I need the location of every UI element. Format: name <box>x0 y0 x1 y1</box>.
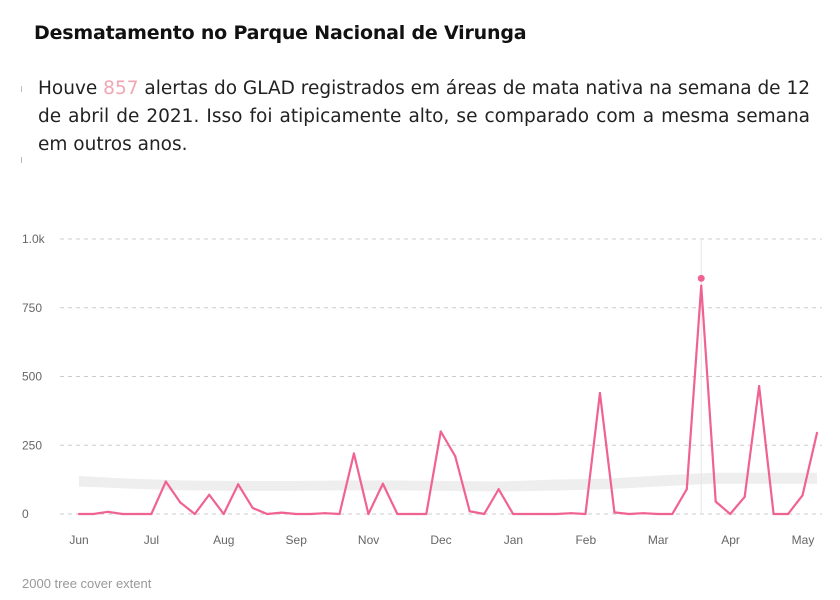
left-rule-mark <box>21 86 22 92</box>
summary-suffix: alertas do GLAD registrados em áreas de … <box>38 78 810 155</box>
data-point <box>135 512 138 516</box>
data-point <box>381 482 384 485</box>
data-point <box>150 512 153 516</box>
data-point <box>425 512 428 516</box>
data-point <box>77 512 81 516</box>
x-tick-label: Dec <box>430 533 451 547</box>
data-point <box>642 512 645 515</box>
x-tick-label: Apr <box>721 533 740 547</box>
data-point <box>92 512 95 516</box>
weekly-alerts-line <box>79 284 819 516</box>
data-point <box>323 512 327 515</box>
data-point <box>121 512 124 516</box>
tree-cover-extent-note: 2000 tree cover extent <box>22 576 152 591</box>
data-point <box>179 501 182 504</box>
x-tick-label: Aug <box>213 533 234 547</box>
data-point <box>454 455 457 458</box>
data-point <box>772 512 775 516</box>
data-point <box>512 512 515 516</box>
y-tick-label: 250 <box>22 438 42 452</box>
data-point <box>526 512 529 516</box>
data-point <box>396 512 399 516</box>
data-point <box>352 452 356 455</box>
x-tick-label: Jul <box>144 533 159 547</box>
y-tick-label: 750 <box>22 301 42 315</box>
data-point <box>540 512 544 516</box>
x-tick-label: Feb <box>575 533 596 547</box>
summary-text: Houve 857 alertas do GLAD registrados em… <box>38 75 810 159</box>
data-point <box>338 512 341 516</box>
y-tick-label: 1.0k <box>22 232 46 246</box>
data-point <box>743 495 746 499</box>
page-title: Desmatamento no Parque Nacional de Virun… <box>34 22 527 44</box>
left-rule-mark <box>21 157 22 163</box>
data-point <box>584 512 587 516</box>
data-point <box>106 510 110 513</box>
data-point <box>266 512 269 516</box>
highlight-point <box>697 274 705 282</box>
data-point <box>164 480 167 483</box>
data-point <box>598 391 602 395</box>
data-point <box>627 512 630 516</box>
x-tick-label: May <box>792 533 815 547</box>
data-point <box>786 512 790 516</box>
data-point <box>222 512 225 516</box>
data-point <box>294 512 298 516</box>
x-tick-label: Mar <box>648 533 669 547</box>
summary-prefix: Houve <box>38 78 104 99</box>
data-point <box>497 488 500 491</box>
data-point <box>685 488 688 491</box>
data-point <box>613 511 616 514</box>
y-tick-label: 500 <box>22 370 42 384</box>
x-tick-label: Jun <box>69 533 88 547</box>
data-point <box>309 512 312 516</box>
data-point <box>468 510 471 513</box>
data-point <box>410 512 413 516</box>
data-point <box>237 483 240 486</box>
data-point <box>280 511 283 514</box>
data-point <box>714 500 717 503</box>
x-tick-label: Jan <box>504 533 523 547</box>
data-point <box>671 512 674 516</box>
data-point <box>729 512 732 516</box>
x-tick-label: Nov <box>358 533 379 547</box>
data-point <box>483 512 486 516</box>
y-tick-label: 0 <box>22 507 29 521</box>
data-point <box>700 284 703 287</box>
x-tick-label: Sep <box>286 533 308 547</box>
data-point <box>251 506 254 510</box>
data-point <box>815 431 819 434</box>
data-point <box>656 512 659 516</box>
data-point <box>758 385 761 388</box>
data-point <box>555 512 558 516</box>
data-point <box>193 512 196 516</box>
data-point <box>439 430 442 433</box>
alert-count-highlight: 857 <box>103 78 139 99</box>
data-point <box>208 493 211 496</box>
data-point <box>367 512 370 516</box>
data-point <box>569 512 573 515</box>
expected-range-band <box>79 472 817 492</box>
data-point <box>801 494 804 497</box>
